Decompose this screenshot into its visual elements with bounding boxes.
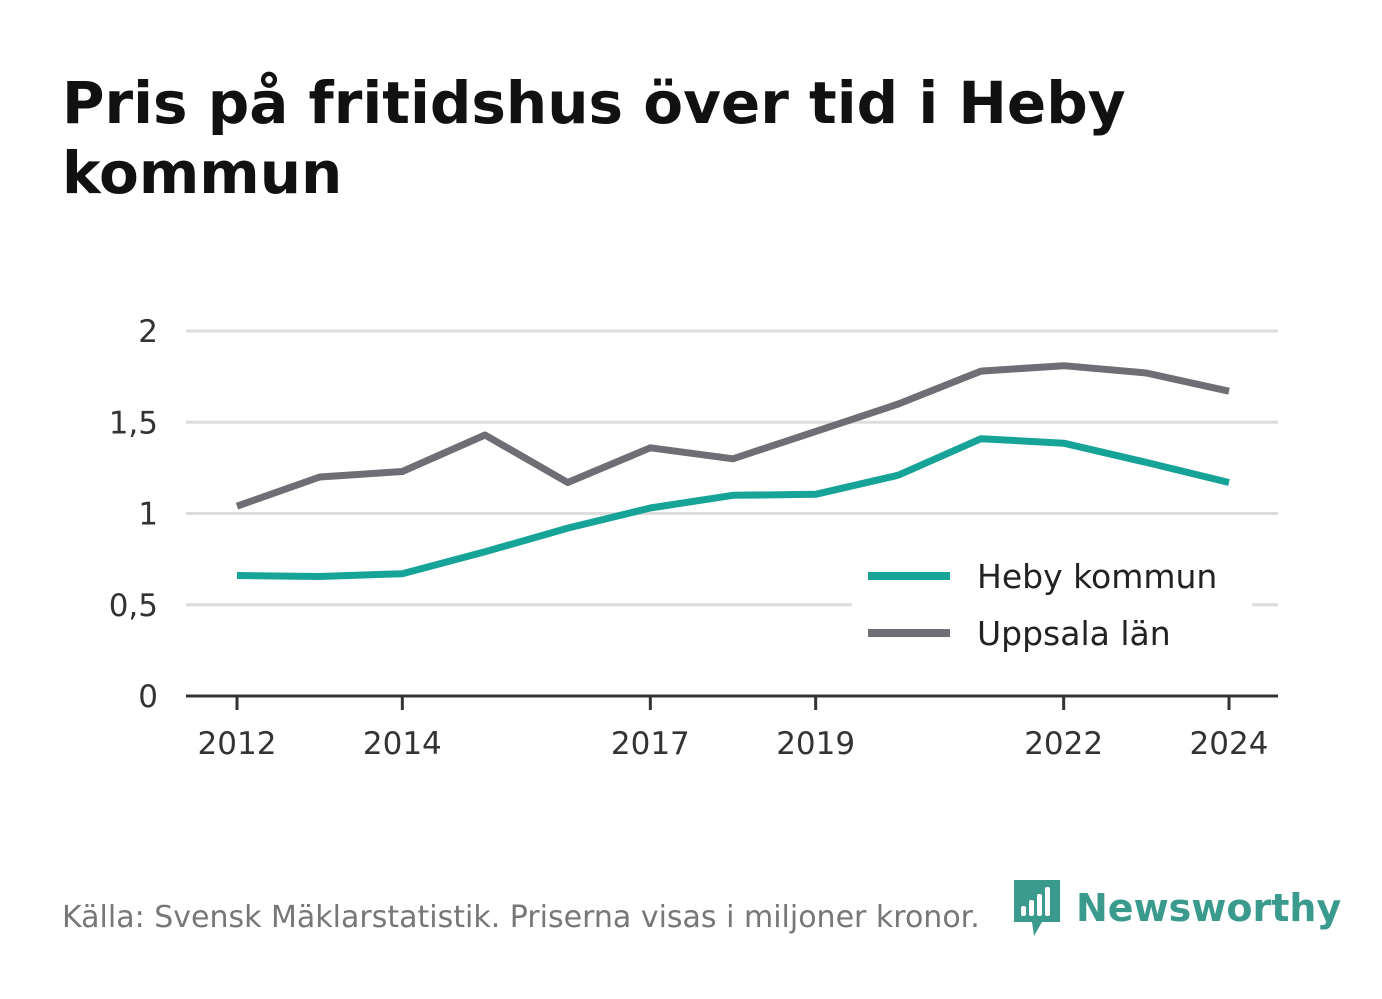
x-tick-label: 2017	[611, 726, 690, 762]
y-tick-label: 1,5	[109, 405, 158, 441]
brand-name: Newsworthy	[1076, 886, 1342, 930]
x-axis-ticks: 2012 2014 2017 2019 2022 2024	[198, 696, 1269, 762]
y-tick-label: 2	[138, 314, 158, 350]
series-line-0	[236, 435, 1230, 580]
bar-chart-speech-bubble-icon	[1014, 880, 1060, 936]
legend: Heby kommun Uppsala län	[852, 550, 1252, 665]
source-note: Källa: Svensk Mäklarstatistik. Priserna …	[62, 900, 980, 935]
brand-logo: Newsworthy	[1012, 878, 1341, 938]
x-tick-label: 2019	[776, 726, 855, 762]
x-tick-label: 2024	[1190, 726, 1269, 762]
legend-background	[852, 550, 1252, 665]
chart-title: Pris på fritidshus över tid i Heby kommu…	[62, 69, 1126, 207]
x-tick-label: 2012	[198, 726, 277, 762]
legend-label: Uppsala län	[977, 614, 1171, 653]
y-tick-label: 0,5	[109, 588, 158, 624]
legend-label: Heby kommun	[977, 557, 1217, 596]
y-tick-label: 0	[138, 679, 158, 715]
y-tick-label: 1	[138, 497, 158, 533]
series-lines	[235, 362, 1230, 580]
x-tick-label: 2014	[363, 726, 442, 762]
series-line-1	[235, 362, 1230, 510]
x-tick-label: 2022	[1024, 726, 1103, 762]
y-axis-ticks: 0 0,5 1 1,5 2	[109, 314, 158, 715]
